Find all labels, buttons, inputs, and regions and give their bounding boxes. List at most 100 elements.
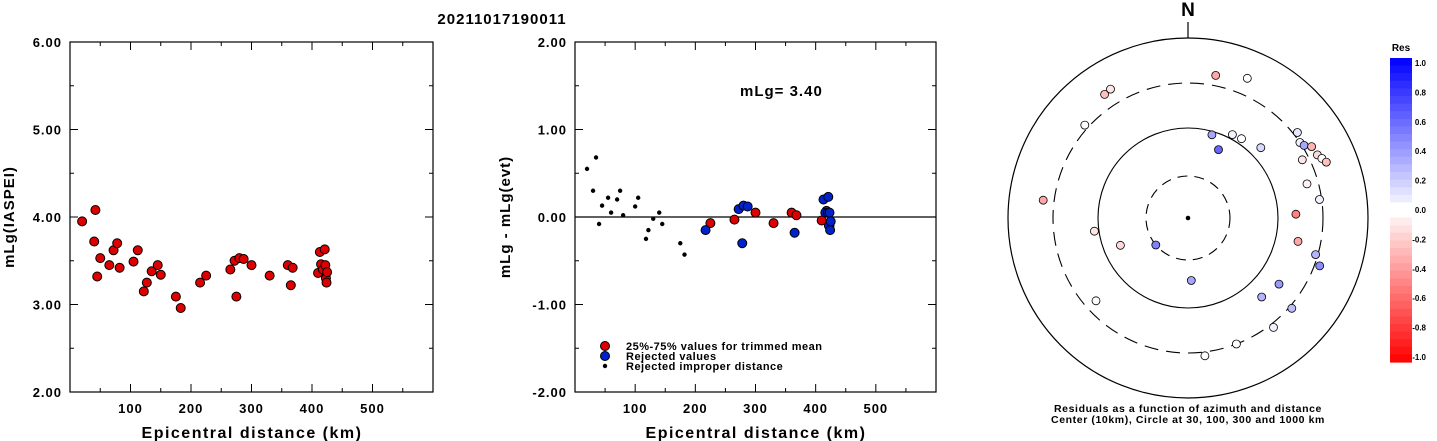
data-point: [175, 303, 186, 313]
y-tick-label: 2.00: [33, 385, 62, 400]
colorbar-title: Res: [1392, 43, 1411, 54]
colorbar-step: [1390, 210, 1412, 219]
x-tick-label: 200: [683, 401, 708, 416]
x-axis-label: Epicentral distance (km): [646, 425, 867, 441]
colorbar-step: [1390, 232, 1412, 241]
colorbar-step: [1390, 270, 1412, 279]
colorbar-tick-label: -0.6: [1412, 294, 1426, 303]
x-tick-label: 500: [863, 401, 888, 416]
colorbar-tick-label: 0.0: [1415, 206, 1427, 215]
data-point: [287, 262, 298, 273]
trimmed-point: [705, 218, 716, 229]
data-point: [321, 277, 332, 288]
data-point: [285, 280, 296, 291]
colorbar-tick-label: 1.0: [1415, 59, 1427, 68]
station-marker: [1116, 240, 1125, 250]
colorbar-step: [1390, 111, 1412, 120]
data-point: [155, 269, 166, 280]
x-tick-label: 100: [623, 401, 648, 416]
y-tick-label: -2.00: [532, 385, 567, 400]
data-point: [95, 253, 106, 264]
colorbar-tick-label: -0.2: [1412, 235, 1426, 244]
x-tick-label: 400: [803, 401, 828, 416]
station-marker: [1293, 128, 1302, 137]
legend-label-rejected: Rejected values: [626, 351, 717, 363]
x-tick-label: 100: [118, 401, 143, 416]
colorbar-step: [1390, 164, 1412, 173]
colorbar-step: [1390, 346, 1412, 355]
colorbar-step: [1390, 255, 1412, 264]
improper-distance-point: [660, 221, 665, 227]
data-point: [128, 256, 139, 267]
data-point: [132, 245, 143, 256]
colorbar-step: [1390, 118, 1412, 127]
colorbar-step: [1390, 73, 1412, 82]
colorbar-tick-label: -0.8: [1412, 324, 1426, 333]
station-marker: [1293, 236, 1303, 246]
colorbar-tick-label: 0.6: [1415, 118, 1427, 127]
station-marker: [1274, 279, 1284, 289]
colorbar-step: [1390, 179, 1412, 188]
improper-distance-point: [635, 195, 641, 200]
colorbar: Res 1.0 0.8 0.6 0.4 0.2 0.0 -0.2 -0.4 -0.6 -0.8 -1…: [1390, 43, 1427, 363]
ring-30km: [1145, 175, 1231, 261]
station-marker: [1307, 142, 1316, 152]
colorbar-step: [1390, 339, 1412, 348]
trimmed-point: [768, 218, 779, 229]
data-point: [114, 262, 125, 273]
station-marker: [1100, 90, 1109, 99]
data-point: [170, 291, 181, 302]
colorbar-step: [1390, 88, 1412, 97]
station-markers: [1038, 71, 1331, 361]
station-marker: [1200, 351, 1210, 361]
station-marker: [1297, 155, 1307, 165]
improper-distance-point: [620, 213, 626, 218]
improper-distance-point: [608, 210, 614, 215]
colorbar-tick-label: 0.2: [1415, 177, 1427, 186]
station-marker: [1315, 195, 1324, 204]
colorbar-step: [1390, 134, 1412, 143]
data-point: [90, 205, 101, 215]
colorbar-step: [1390, 96, 1412, 105]
y-axis-label: mLg - mLg(evt): [497, 156, 514, 278]
improper-distance-point: [596, 221, 602, 227]
x-axis-label: Epicentral distance (km): [142, 425, 363, 441]
improper-distance-point: [593, 155, 599, 160]
station-marker: [1038, 195, 1048, 205]
station-marker: [1315, 261, 1325, 271]
data-point: [146, 266, 157, 277]
colorbar-step: [1390, 194, 1412, 203]
station-marker: [1106, 84, 1115, 94]
panel-residuals: -2.00 -1.00 0.00 1.00 2.00 100 200 300 400 500 m…: [497, 35, 937, 441]
x-axis-ticks: 100 200 300 400 500: [99, 42, 404, 416]
station-marker: [1211, 71, 1221, 80]
data-points: [77, 205, 333, 313]
colorbar-step: [1390, 65, 1412, 74]
colorbar-step: [1390, 293, 1412, 302]
improper-distance-point: [614, 197, 620, 202]
caption-line-2: Center (10km), Circle at 30, 100, 300 an…: [1051, 414, 1325, 426]
colorbar-tick-label: -1.0: [1412, 353, 1426, 362]
colorbar-step: [1390, 156, 1412, 165]
station-marker: [1090, 226, 1099, 236]
legend-label-trimmed: 25%-75% values for trimmed mean: [626, 341, 822, 353]
trimmed-point: [791, 210, 802, 221]
rejected-point: [742, 201, 753, 212]
data-point: [138, 286, 149, 297]
improper-distance-point: [646, 227, 651, 233]
magnitude-annotation: mLg= 3.40: [740, 83, 823, 100]
data-point: [89, 236, 100, 247]
data-point: [225, 264, 236, 275]
legend-label-improper: Rejected improper distance: [626, 361, 783, 373]
panel-magnitude: 2.00 3.00 4.00 5.00 6.00 100 200 300 400 500 Epi…: [1, 35, 434, 441]
colorbar-step: [1390, 301, 1412, 310]
legend-marker-trimmed: [600, 341, 610, 351]
legend: 25%-75% values for trimmed mean Rejected…: [600, 341, 822, 373]
data-point: [112, 238, 123, 249]
x-tick-label: 300: [239, 401, 264, 416]
colorbar-step: [1390, 331, 1412, 340]
colorbar-gradient: [1390, 58, 1412, 363]
colorbar-ticks: 1.0 0.8 0.6 0.4 0.2 0.0 -0.2 -0.4 -0.6 -0.8 -1.0: [1412, 59, 1426, 362]
improper-distance-point: [590, 188, 596, 193]
